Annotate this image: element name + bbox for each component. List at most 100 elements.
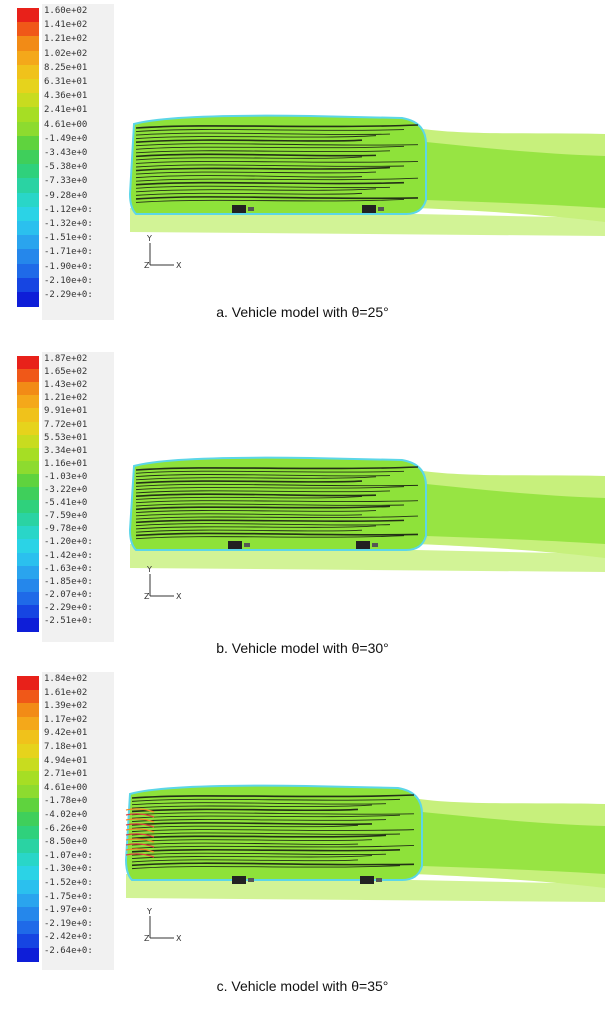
streamline [131,804,373,809]
color-swatch [17,839,39,854]
streamline [131,848,401,853]
legend-value: -5.38e+0 [44,162,88,173]
nose-vortex-line [125,853,155,858]
streamline [131,839,373,843]
color-swatch [17,907,39,922]
nose-vortex-line [125,848,155,853]
legend-value: -1.52e+0: [44,878,93,888]
streamline [131,842,359,846]
figure-panel-a: 1.60e+02 1.41e+02 1.21e+02 1.02e+02 8.25e+01… [0,0,605,330]
legend-value: -1.90e+0: [44,261,93,272]
legend-value: 9.42e+01 [44,728,88,739]
legend-value: -1.49e+0 [44,133,88,144]
svg-text:Z: Z [144,592,150,601]
axis-triad: Y X Z [144,907,182,943]
axis-x-label: X [176,592,182,601]
color-swatch [17,565,39,580]
color-swatch [17,356,39,370]
streamline [135,476,377,481]
streamline [135,513,363,517]
legend-value: -2.42e+0: [44,932,93,943]
streamline [135,143,419,147]
figure-panel-c: 1.84e+02 1.61e+02 1.39e+02 1.17e+02 9.42e+01… [0,668,605,994]
nose-vortex-line [125,818,155,823]
axis-x-label: X [176,934,182,943]
legend-value: -1.42e+0: [44,550,93,561]
legend-value: -1.30e+0: [44,864,93,875]
wheel [360,876,374,884]
legend-value: -2.10e+0: [44,275,93,286]
streamline [135,181,405,186]
color-swatch [17,277,39,293]
legend-value: -1.71e+0: [44,247,93,258]
nose-vortex-line [125,843,155,848]
streamline [135,519,405,524]
streamline [135,529,363,533]
streamline [135,515,419,520]
streamline [131,798,401,802]
legend-value: 9.91e+01 [44,406,88,417]
wheel-support [372,543,378,547]
streamline [131,834,387,840]
legend-value: 1.16e+01 [44,458,88,469]
streamline [135,139,363,143]
legend-value: 1.65e+02 [44,367,88,378]
wheel-support [376,878,382,882]
figure-caption: b. Vehicle model with θ=30° [216,640,389,656]
nose-vortex-line [125,823,155,828]
legend-value: -3.22e+0 [44,485,88,495]
legend-value: 1.43e+02 [44,380,88,391]
streamline [135,483,419,487]
wheel-support [248,207,254,211]
legend-value: -9.28e+0 [44,190,88,201]
color-swatch [17,221,39,236]
wake-core [422,812,605,874]
legend-value: -5.41e+0 [44,498,88,509]
axis-x-label: X [176,261,182,270]
color-swatch [17,249,39,265]
color-swatch [17,150,39,165]
streamline [135,164,405,168]
color-swatch [17,487,39,501]
streamline [135,532,419,537]
color-swatch [17,421,39,436]
color-swatch [17,93,39,108]
streamline [135,171,377,175]
legend-label-background [42,352,114,642]
color-swatch [17,784,39,799]
streamline [135,145,405,150]
legend-value: -1.20e+0: [44,537,93,548]
legend-value: -1.51e+0: [44,233,93,244]
legend-value: 1.02e+02 [44,48,88,59]
color-swatch [17,460,39,475]
legend-value: 7.18e+01 [44,742,88,752]
streamline [135,466,419,471]
flow-field-image: Y X Z [128,456,605,601]
color-swatch [17,539,39,553]
legend-value: 1.61e+02 [44,687,88,698]
color-swatch [17,812,39,827]
legend-value: -2.51e+0: [44,616,93,626]
legend-label-background [42,4,114,320]
wake-core [426,142,605,208]
legend-value: 6.31e+01 [44,77,88,87]
flow-field-image: Y X Z [124,784,605,943]
figure-caption: c. Vehicle model with θ=35° [216,978,389,994]
color-swatch [17,408,39,422]
color-swatch [17,948,39,963]
color-swatch [17,395,39,409]
wheel-support [378,207,384,211]
color-scale-bar [17,8,39,307]
nose-vortex-line [125,838,155,843]
color-swatch [17,434,39,449]
legend-value: 7.72e+01 [44,419,88,430]
color-swatch [17,730,39,745]
color-swatch [17,206,39,222]
legend-value: 1.84e+02 [44,674,88,684]
streamline [135,510,377,513]
nose-vortex-line [125,808,155,813]
axis-triad: Y X Z [144,565,182,601]
color-swatch [17,866,39,881]
color-swatch [17,64,39,80]
color-scale-bar [17,676,39,963]
